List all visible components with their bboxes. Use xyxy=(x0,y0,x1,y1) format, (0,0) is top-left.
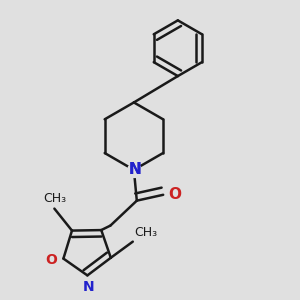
Text: N: N xyxy=(83,280,95,294)
Text: N: N xyxy=(129,162,142,177)
Text: O: O xyxy=(46,253,58,267)
Text: CH₃: CH₃ xyxy=(43,192,66,205)
Text: N: N xyxy=(129,162,142,177)
Text: O: O xyxy=(169,187,182,202)
Text: CH₃: CH₃ xyxy=(134,226,158,239)
